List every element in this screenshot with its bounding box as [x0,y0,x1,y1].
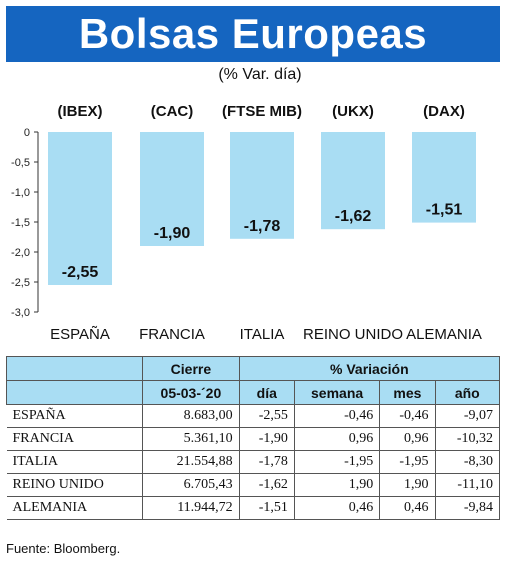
row-cierre: 8.683,00 [142,404,240,428]
y-tick-label: -3,0 [11,307,30,319]
row-anio: -10,32 [435,427,501,451]
chart-subtitle: (% Var. día) [218,66,302,83]
row-name: ITALIA [6,450,144,474]
row-semana: 1,90 [294,473,381,497]
bar-chart: 0 -0,5 -1,0 -1,5 -2,0 -2,5 -3,0 (IBEX) -2,55 ESPA… [11,103,482,343]
row-dia: -1,51 [239,496,295,520]
category-label: ESPAÑA [50,326,110,343]
category-label: FRANCIA [139,326,205,343]
row-anio: -8,30 [435,450,501,474]
chart-title: Bolsas Europeas [6,6,500,62]
header-semana: semana [293,380,381,405]
row-semana: 0,46 [294,496,381,520]
index-label: (CAC) [151,103,194,120]
row-mes: -1,95 [379,450,436,474]
index-label: (IBEX) [58,103,103,120]
y-tick-label: -2,0 [11,247,30,259]
row-cierre: 21.554,88 [142,450,240,474]
y-tick-label: 0 [24,127,30,139]
header-anio: año [434,380,501,405]
row-name: ALEMANIA [6,496,144,520]
row-cierre: 6.705,43 [142,473,240,497]
bar [321,132,385,230]
row-dia: -1,78 [239,450,295,474]
row-mes: 0,46 [379,496,436,520]
bar [230,132,294,239]
header-cierre: Cierre [142,356,240,381]
category-label: REINO UNIDO [303,326,403,343]
row-name: REINO UNIDO [6,473,144,497]
bar [48,132,112,285]
value-label: -1,90 [154,225,191,242]
row-dia: -2,55 [239,404,295,428]
table-row: ITALIA 21.554,88 -1,78 -1,95 -1,95 -8,30 [6,450,501,474]
header-date: 05-03-´20 [142,380,240,405]
row-dia: -1,90 [239,427,295,451]
row-cierre: 11.944,72 [142,496,240,520]
category-label: ITALIA [240,326,285,343]
table-row: FRANCIA 5.361,10 -1,90 0,96 0,96 -10,32 [6,427,501,451]
bar [140,132,204,246]
value-label: -1,62 [335,208,372,225]
row-semana: -1,95 [294,450,381,474]
row-name: FRANCIA [6,427,144,451]
value-label: -2,55 [62,264,99,281]
index-label: (UKX) [332,103,374,120]
y-tick-label: -1,5 [11,217,30,229]
bar [412,132,476,223]
table-row: REINO UNIDO 6.705,43 -1,62 1,90 1,90 -11… [6,473,501,497]
table-row: ESPAÑA 8.683,00 -2,55 -0,46 -0,46 -9,07 [6,404,501,428]
row-mes: 1,90 [379,473,436,497]
row-mes: 0,96 [379,427,436,451]
header-mes: mes [379,380,436,405]
y-tick-label: -0,5 [11,157,30,169]
row-semana: 0,96 [294,427,381,451]
category-label: ALEMANIA [406,326,482,343]
table-header-row-1: Cierre % Variación [5,356,501,381]
row-cierre: 5.361,10 [142,427,240,451]
value-label: -1,51 [426,202,463,219]
header-blank-2 [5,380,144,405]
index-label: (FTSE MIB) [222,103,302,120]
y-tick-label: -2,5 [11,277,30,289]
row-anio: -9,84 [435,496,501,520]
row-mes: -0,46 [379,404,436,428]
table-row: ALEMANIA 11.944,72 -1,51 0,46 0,46 -9,84 [6,496,501,520]
header-variacion: % Variación [238,356,501,381]
row-name: ESPAÑA [6,404,144,428]
data-table: Cierre % Variación 05-03-´20 día semana … [5,356,501,520]
row-semana: -0,46 [294,404,381,428]
header-blank [5,356,144,381]
value-label: -1,78 [244,218,281,235]
row-anio: -9,07 [435,404,501,428]
source-note: Fuente: Bloomberg. [6,541,121,556]
index-label: (DAX) [423,103,465,120]
row-anio: -11,10 [435,473,501,497]
row-dia: -1,62 [239,473,295,497]
header-dia: día [238,380,295,405]
table-header-row-2: 05-03-´20 día semana mes año [5,380,501,405]
y-tick-label: -1,0 [11,187,30,199]
